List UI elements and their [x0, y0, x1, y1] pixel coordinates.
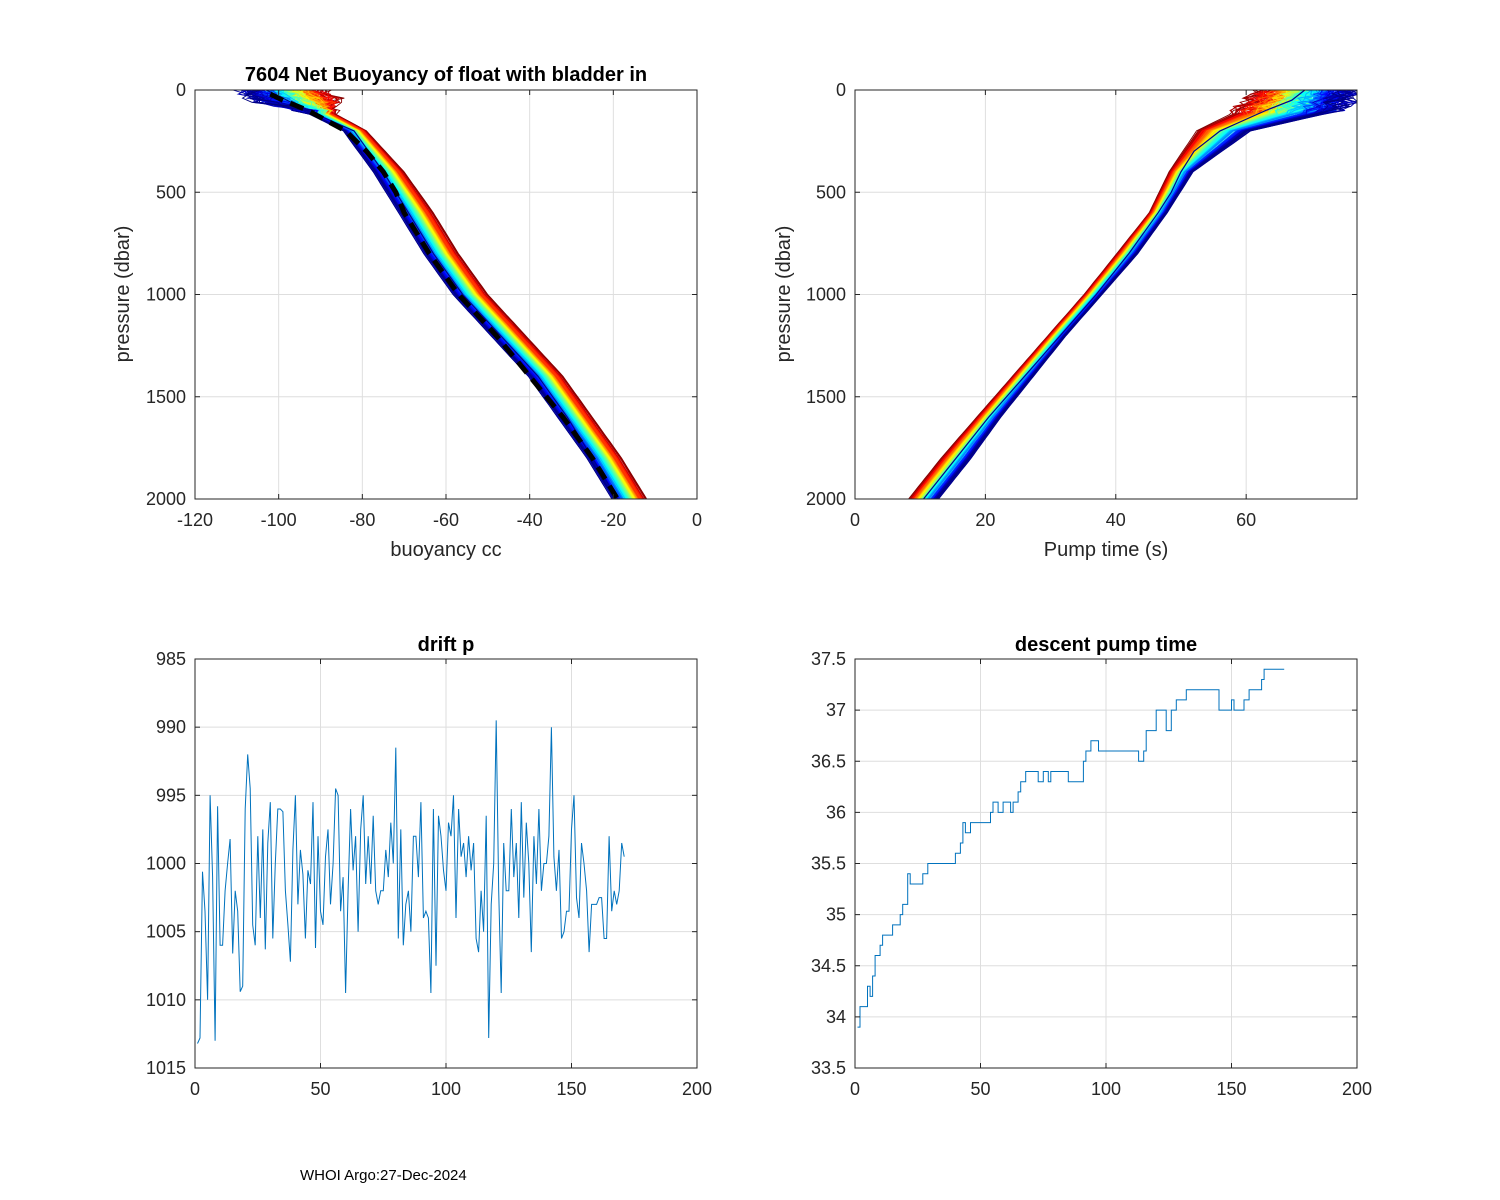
descent-x-tick-label: 100: [1091, 1079, 1121, 1099]
buoyancy-profile-line: [319, 90, 646, 499]
descent-y-tick-label: 36.5: [811, 751, 846, 771]
pump-y-tick-label: 2000: [806, 489, 846, 509]
buoyancy-x-tick-label: -100: [261, 510, 297, 530]
descent-x-tick-label: 200: [1342, 1079, 1372, 1099]
descent-y-tick-label: 34: [826, 1007, 846, 1027]
drift-panel: 0 50 100 150 200 985 990 995 1000 1005 1010 1015 dr…: [146, 634, 712, 1099]
drift-y-tick-label: 1015: [146, 1058, 186, 1078]
buoyancy-profile-line: [307, 90, 643, 499]
pump-panel: 0 20 40 60 0 500 1000 1500 2000 Pump time (s) pr…: [773, 80, 1358, 561]
footer-stamp: WHOI Argo:27-Dec-2024: [300, 1167, 467, 1184]
buoyancy-profile-line: [280, 90, 635, 499]
pump-profile-line: [938, 90, 1357, 499]
buoyancy-y-tick-label: 1000: [146, 285, 186, 305]
drift-x-tick-label: 0: [190, 1079, 200, 1099]
pump-profile-line: [931, 90, 1348, 499]
descent-x-tick-label: 50: [970, 1079, 990, 1099]
buoyancy-profile-line: [299, 90, 642, 499]
descent-y-tick-label: 37: [826, 700, 846, 720]
buoyancy-x-tick-label: -20: [600, 510, 626, 530]
buoyancy-mean-profile: [269, 91, 620, 499]
buoyancy-profile-line: [270, 90, 629, 499]
pump-profile-line: [911, 90, 1284, 499]
buoyancy-profile-line: [304, 90, 640, 499]
descent-x-tick-label: 0: [850, 1079, 860, 1099]
pump-profile-line: [936, 90, 1354, 499]
drift-y-tick-label: 1000: [146, 854, 186, 874]
pump-y-tick-label: 500: [816, 182, 846, 202]
drift-y-tick-label: 985: [156, 649, 186, 669]
buoyancy-xlabel: buoyancy cc: [390, 539, 501, 561]
descent-y-tick-label: 37.5: [811, 649, 846, 669]
drift-y-tick-label: 1010: [146, 990, 186, 1010]
pump-xlabel: Pump time (s): [1044, 539, 1168, 561]
pump-profile-line: [914, 90, 1274, 499]
drift-x-tick-label: 100: [431, 1079, 461, 1099]
buoyancy-title: 7604 Net Buoyancy of float with bladder …: [245, 64, 647, 86]
drift-x-tick-label: 150: [556, 1079, 586, 1099]
pump-y-tick-label: 1000: [806, 285, 846, 305]
drift-title: drift p: [418, 634, 475, 656]
buoyancy-profile-line: [246, 90, 617, 499]
pump-x-tick-label: 60: [1236, 510, 1256, 530]
descent-y-tick-label: 33.5: [811, 1058, 846, 1078]
drift-x-tick-label: 50: [310, 1079, 330, 1099]
buoyancy-profile-line: [270, 90, 628, 499]
drift-y-tick-label: 990: [156, 717, 186, 737]
buoyancy-reference-profile: [265, 90, 619, 499]
descent-series-line: [857, 668, 1285, 1028]
buoyancy-y-tick-label: 2000: [146, 489, 186, 509]
descent-y-tick-label: 34.5: [811, 956, 846, 976]
buoyancy-profile-line: [281, 90, 632, 499]
descent-x-tick-label: 150: [1216, 1079, 1246, 1099]
buoyancy-x-tick-label: -120: [177, 510, 213, 530]
buoyancy-y-tick-label: 500: [156, 182, 186, 202]
buoyancy-x-tick-label: -60: [433, 510, 459, 530]
buoyancy-profile-line: [286, 90, 635, 499]
pump-x-tick-label: 20: [975, 510, 995, 530]
drift-x-tick-label: 200: [682, 1079, 712, 1099]
buoyancy-y-tick-label: 1500: [146, 387, 186, 407]
buoyancy-profile-line: [276, 90, 630, 499]
pump-ylabel: pressure (dbar): [773, 226, 795, 363]
pump-profile-line: [924, 90, 1326, 499]
pump-reference-profile: [923, 90, 1306, 499]
buoyancy-x-tick-label: 0: [692, 510, 702, 530]
pump-profile-line: [935, 90, 1347, 499]
pump-x-tick-label: 0: [850, 510, 860, 530]
pump-x-tick-label: 40: [1106, 510, 1126, 530]
buoyancy-profile-line: [303, 90, 645, 499]
pump-y-tick-label: 0: [836, 80, 846, 100]
buoyancy-profile-line: [246, 90, 616, 499]
buoyancy-profile-line: [322, 90, 648, 499]
descent-title: descent pump time: [1015, 634, 1197, 656]
buoyancy-profile-line: [249, 90, 615, 499]
buoyancy-panel: -120 -100 -80 -60 -40 -20 0 0 500 1000 1500 2000 bu…: [112, 64, 702, 561]
descent-panel: 0 50 100 150 200 33.5 34 34.5 35 35.5 36 36.5 37 37.5…: [811, 634, 1372, 1099]
buoyancy-ylabel: pressure (dbar): [112, 226, 134, 363]
descent-y-tick-label: 35.5: [811, 854, 846, 874]
drift-y-tick-label: 1005: [146, 922, 186, 942]
buoyancy-x-tick-label: -80: [349, 510, 375, 530]
drift-series-line: [197, 720, 625, 1044]
pump-profile-line: [909, 90, 1274, 499]
buoyancy-profile-line: [305, 90, 637, 499]
descent-y-tick-label: 35: [826, 905, 846, 925]
drift-y-tick-label: 995: [156, 785, 186, 805]
buoyancy-x-tick-label: -40: [517, 510, 543, 530]
pump-y-tick-label: 1500: [806, 387, 846, 407]
buoyancy-y-tick-label: 0: [176, 80, 186, 100]
buoyancy-profile-line: [241, 90, 613, 499]
buoyancy-profile-line: [299, 90, 638, 499]
descent-y-tick-label: 36: [826, 802, 846, 822]
